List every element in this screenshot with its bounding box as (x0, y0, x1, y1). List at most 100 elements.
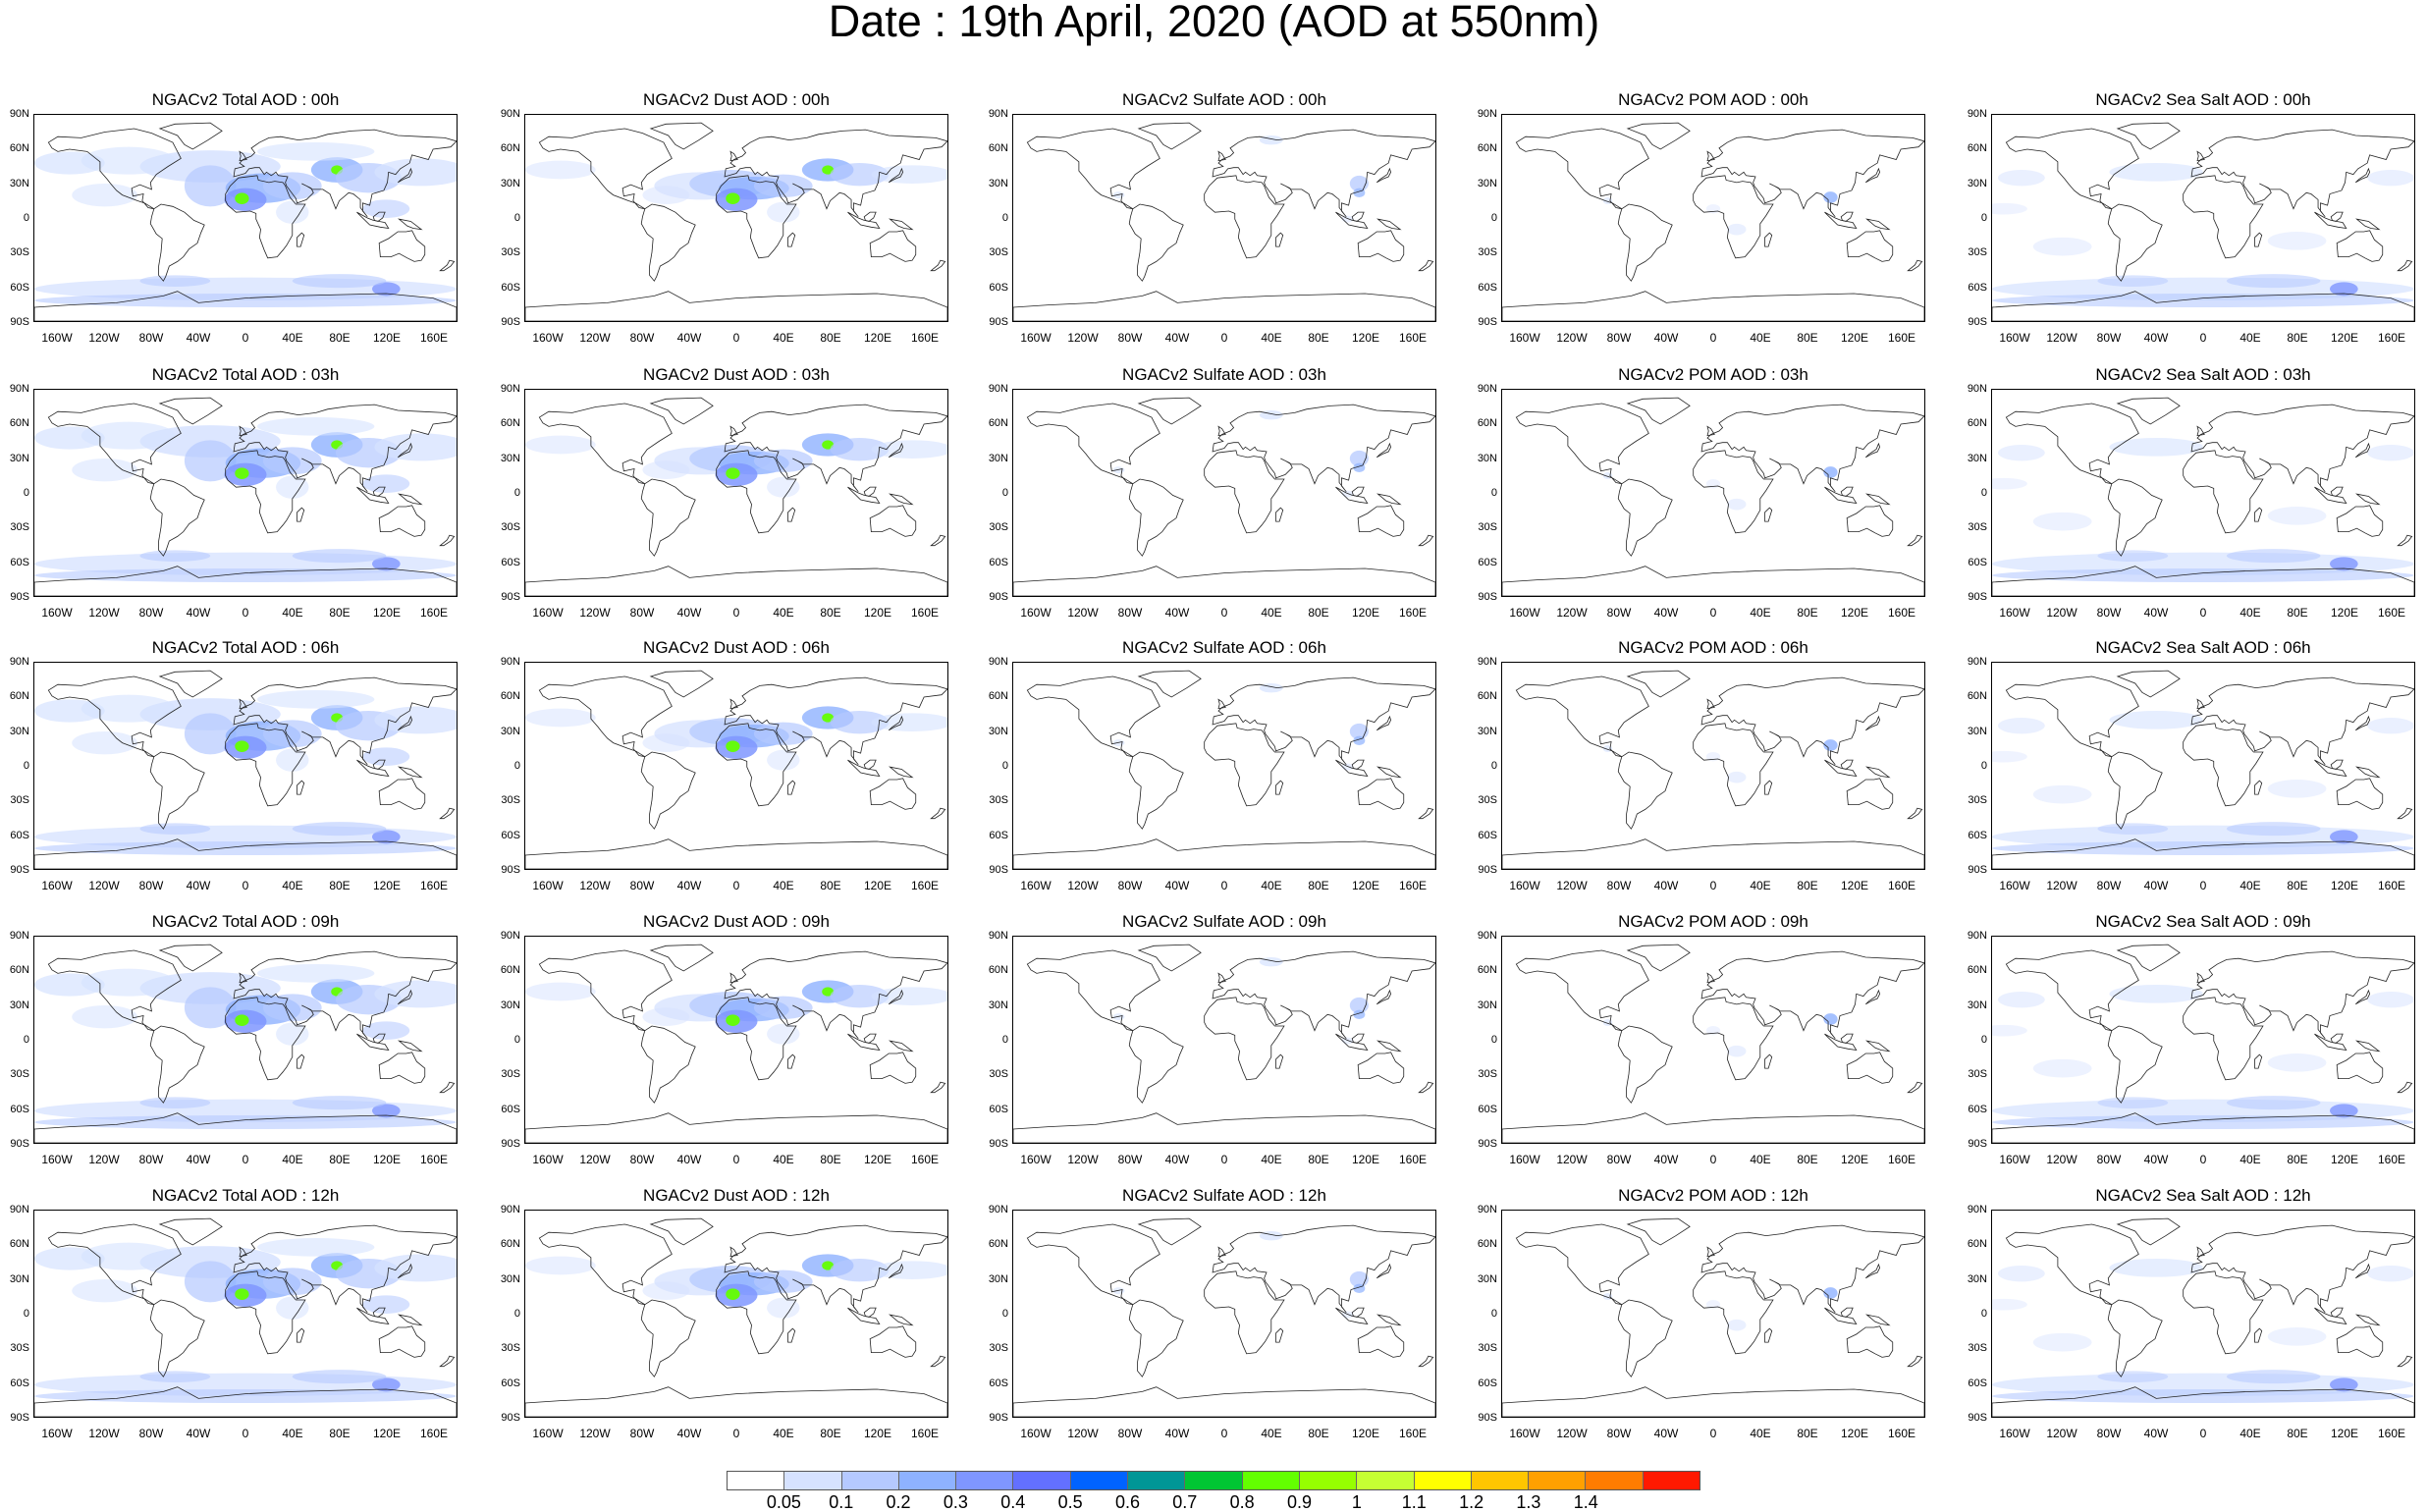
lon-tick-label: 120W (88, 879, 120, 892)
lon-tick-label: 120E (1840, 1427, 1869, 1440)
coastline-indonesia (847, 1307, 881, 1325)
aod-shading (767, 476, 800, 498)
coastline-antarctica (34, 291, 457, 321)
aod-shading (1997, 1266, 2045, 1282)
lat-tick-label: 90N (988, 108, 1008, 120)
coastline-eurasia (724, 950, 947, 1040)
coastline-japan (398, 989, 413, 1005)
aod-shading (139, 550, 211, 562)
panel-title: NGACv2 Total AOD : 09h (151, 912, 340, 931)
lon-tick-label: 40E (282, 331, 303, 345)
aod-shading (2097, 1097, 2169, 1108)
coastline-japan (889, 989, 904, 1005)
lon-tick-label: 120W (88, 606, 120, 620)
aod-shading (753, 449, 813, 472)
lat-tick-label: 30N (988, 177, 1008, 189)
aod-shading (292, 1096, 387, 1110)
aod-shading (292, 549, 387, 564)
colorbar-swatch (898, 1472, 957, 1489)
lon-tick-label: 0 (732, 606, 740, 620)
colorbar-tick-label: 0.05 (766, 1492, 801, 1512)
lat-tick-label: 60S (10, 1103, 29, 1115)
coastline-eurasia (233, 129, 457, 218)
map-canvas (1992, 397, 2414, 596)
coastline-africa (2183, 450, 2264, 534)
lat-tick-label: 90S (501, 1138, 520, 1150)
coastline-japan (1865, 1263, 1881, 1279)
coastline-samerica (640, 1025, 696, 1104)
coastline-australia (378, 505, 426, 537)
lon-tick-label: 160E (2377, 331, 2406, 345)
coastline-indonesia (1824, 1307, 1858, 1325)
aod-shading (256, 690, 375, 709)
lon-tick-label: 160W (41, 606, 73, 620)
coastline-indonesia (2314, 1033, 2347, 1052)
aod-shading (262, 447, 322, 475)
coastline-newguinea (1865, 766, 1891, 779)
map-canvas (34, 122, 457, 321)
lat-tick-label: 90S (501, 591, 520, 603)
aod-shading (2032, 237, 2092, 256)
coastline-australia (378, 1325, 426, 1358)
lon-tick-label: 120W (579, 1427, 611, 1440)
lon-tick-label: 120E (863, 879, 892, 892)
lon-tick-label: 80E (2287, 1427, 2308, 1440)
coastline-namerica (2005, 949, 2139, 1032)
coastline-borneo (372, 759, 386, 770)
lat-tick-label: 30N (1967, 1272, 1987, 1285)
aod-shading (2109, 1259, 2203, 1277)
aod-shading (72, 184, 138, 207)
coastline-nz (1418, 807, 1434, 820)
coastline-australia (1846, 1325, 1894, 1358)
lon-tick-label: 40E (2239, 1427, 2261, 1440)
lon-tick-label: 80E (329, 1153, 351, 1166)
lon-tick-label: 40W (1653, 606, 1679, 620)
aod-shading (72, 731, 138, 755)
lon-tick-label: 120W (2046, 1153, 2077, 1166)
lon-tick-label: 80W (1117, 1153, 1143, 1166)
lon-tick-label: 160E (910, 331, 940, 345)
colorbar-tick-label: 1.3 (1516, 1492, 1541, 1512)
lat-tick-label: 0 (513, 487, 520, 499)
coastline-antarctica (1992, 1386, 2414, 1417)
coastline-antarctica (34, 838, 457, 869)
aod-shading (2367, 445, 2414, 461)
lon-tick-label: 160E (419, 1427, 449, 1440)
aod-shading (642, 186, 690, 204)
lat-tick-label: 30S (10, 1342, 29, 1355)
lon-tick-label: 160W (41, 1427, 73, 1440)
lon-tick-label: 80W (629, 879, 655, 892)
colorbar-swatch (1529, 1472, 1587, 1489)
aod-shading (139, 275, 211, 287)
coastline-australia (1357, 1052, 1405, 1084)
coastline-greenland (1626, 1217, 1691, 1246)
lat-tick-label: 90S (1968, 591, 1987, 603)
lat-tick-label: 90S (1478, 864, 1497, 876)
lon-tick-label: 0 (1709, 331, 1717, 345)
coastline-africa (1693, 997, 1774, 1081)
aod-shading (72, 1005, 138, 1029)
coastline-africa (1693, 1270, 1774, 1355)
lat-tick-label: 30N (1477, 725, 1497, 737)
coastline-samerica (1128, 1299, 1184, 1377)
coastline-indonesia (1824, 486, 1858, 505)
lon-tick-label: 80W (1606, 1427, 1632, 1440)
aod-shading (372, 1377, 401, 1392)
lon-tick-label: 160E (1398, 606, 1428, 620)
world-map (1012, 936, 1436, 1144)
world-map (1991, 662, 2415, 870)
panel-title: NGACv2 Sea Salt AOD : 06h (2095, 638, 2311, 657)
lat-tick-label: 30S (1968, 1342, 1987, 1355)
lat-tick-label: 0 (1490, 487, 1497, 499)
lat-tick-label: 90S (1968, 316, 1987, 328)
coastline-eurasia (233, 950, 457, 1040)
lat-tick-label: 90N (1477, 383, 1497, 395)
map-canvas (1502, 397, 1924, 596)
coastline-africa (1204, 1270, 1285, 1355)
lat-tick-label: 90N (9, 108, 29, 120)
lon-tick-label: 80W (1606, 879, 1632, 892)
lon-tick-label: 40E (773, 1427, 794, 1440)
coastline-madagascar (1764, 1327, 1773, 1343)
lat-tick-label: 90S (10, 1412, 29, 1424)
panel-title: NGACv2 Dust AOD : 00h (643, 90, 830, 109)
